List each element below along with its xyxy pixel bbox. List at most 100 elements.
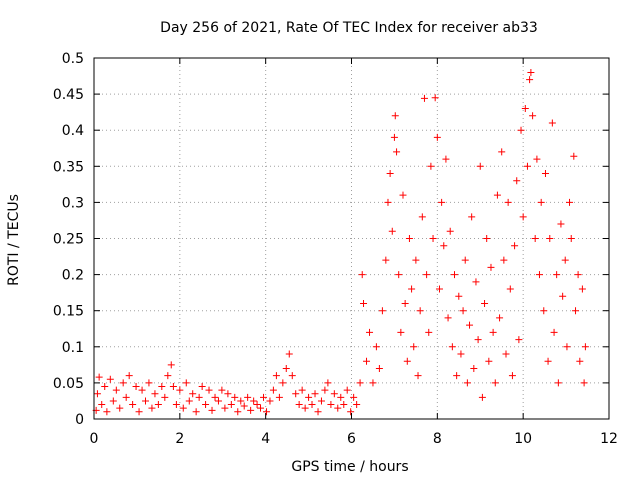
data-point	[544, 357, 552, 365]
data-point	[541, 170, 549, 178]
data-point	[218, 386, 226, 394]
data-point	[502, 350, 510, 358]
data-point	[561, 256, 569, 264]
data-point	[372, 343, 380, 351]
data-point	[540, 307, 548, 315]
data-point	[463, 379, 471, 387]
y-tick-label: 0.4	[62, 123, 84, 139]
data-point	[459, 307, 467, 315]
axis-ticks: 0 2 4 6 8 10 12 0 0.05 0.1 0.15 0.2 0.25 0.3 0.35 0.4 0.…	[53, 51, 618, 447]
data-point	[529, 112, 537, 120]
x-tick-label: 10	[514, 431, 532, 447]
data-point	[453, 372, 461, 380]
data-point	[301, 404, 309, 412]
data-point	[237, 397, 245, 405]
y-tick-label: 0.5	[62, 51, 84, 67]
data-point	[483, 235, 491, 242]
data-point	[347, 408, 355, 416]
data-point	[420, 94, 428, 102]
data-point	[521, 105, 529, 113]
data-point	[158, 383, 166, 391]
data-point	[176, 386, 184, 394]
data-point	[314, 408, 322, 416]
data-point	[557, 220, 565, 228]
data-point	[535, 271, 543, 279]
data-point	[526, 76, 534, 84]
y-tick-label: 0.25	[53, 232, 84, 248]
data-point	[93, 390, 101, 398]
data-point	[161, 393, 169, 401]
y-tick-label: 0	[75, 412, 84, 428]
data-point	[375, 364, 383, 372]
data-point	[451, 271, 458, 279]
data-point	[386, 170, 394, 178]
data-point	[527, 68, 535, 76]
y-tick-label: 0.45	[53, 87, 84, 103]
data-point	[266, 397, 274, 405]
data-point	[103, 408, 111, 416]
data-point	[122, 393, 130, 401]
y-tick-label: 0.15	[53, 304, 84, 320]
data-point	[366, 328, 374, 336]
data-point	[172, 401, 180, 409]
data-point	[135, 408, 143, 416]
data-point	[382, 256, 390, 264]
data-point	[145, 379, 153, 387]
data-point	[288, 372, 296, 380]
data-point	[442, 155, 450, 163]
data-point	[179, 404, 187, 412]
data-point	[425, 328, 433, 336]
data-point	[321, 386, 329, 394]
data-point	[468, 213, 476, 221]
data-point	[457, 350, 465, 358]
data-point	[295, 401, 303, 409]
data-point	[563, 343, 571, 351]
data-point	[169, 383, 177, 391]
y-tick-label: 0.35	[53, 159, 84, 175]
data-point	[567, 235, 575, 242]
data-point	[275, 393, 283, 401]
data-point	[578, 285, 586, 293]
data-point	[132, 383, 140, 391]
data-point	[493, 191, 501, 199]
data-point	[548, 119, 556, 127]
data-point	[498, 148, 506, 156]
data-point	[185, 397, 193, 405]
data-point	[485, 357, 493, 365]
data-point	[119, 379, 127, 387]
data-point	[106, 375, 114, 383]
data-point	[581, 343, 589, 351]
data-point	[410, 343, 418, 351]
grid-lines	[94, 58, 609, 419]
data-point	[412, 256, 420, 264]
data-point	[546, 235, 554, 242]
data-point	[517, 126, 525, 134]
data-point	[308, 401, 316, 409]
data-point	[227, 401, 235, 409]
data-points	[92, 68, 589, 416]
data-point	[418, 213, 426, 221]
data-point	[388, 227, 396, 235]
data-point	[574, 271, 582, 279]
data-point	[292, 390, 300, 398]
data-point	[489, 328, 497, 336]
data-point	[324, 379, 332, 387]
data-point	[260, 393, 268, 401]
data-point	[263, 408, 271, 416]
y-axis-title: ROTI / TECUs	[6, 194, 22, 286]
data-point	[138, 386, 146, 394]
data-point	[244, 393, 252, 401]
data-point	[519, 213, 527, 221]
data-point	[311, 390, 319, 398]
data-point	[358, 271, 366, 279]
data-point	[408, 285, 416, 293]
data-point	[202, 401, 210, 409]
data-point	[109, 397, 117, 405]
x-tick-label: 12	[600, 431, 618, 447]
data-point	[500, 256, 508, 264]
data-point	[429, 235, 437, 242]
data-point	[580, 379, 588, 387]
data-point	[234, 408, 242, 416]
data-point	[476, 162, 484, 170]
